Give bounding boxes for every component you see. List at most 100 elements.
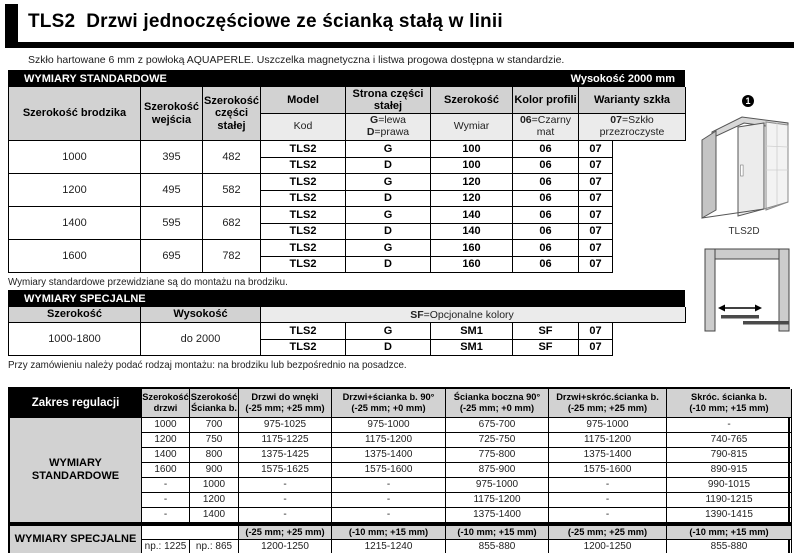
width-cell: 120 [431,190,513,207]
profile-color-cell: 06 [513,157,579,174]
header-fixed-part-width: Szerokość części stałej [203,87,261,141]
width-cell: SM1 [431,323,513,340]
range-cell: 1375-1400 [549,448,667,463]
range-cell: 1175-1200 [332,433,446,448]
range-cell: 900 [190,463,239,478]
range-cell: 740-765 [667,433,792,448]
plan-view-diagram [704,248,790,332]
model-code-cell: TLS2 [261,323,346,340]
range-cell: 1575-1600 [332,463,446,478]
range-cell: - [239,493,332,508]
blank-cell [142,526,239,540]
special-table-body: 1000-1800 do 2000 TLS2 G SM1 SF 07 TLS2 … [8,323,613,356]
range-cell: 1215-1240 [332,540,446,553]
range-cell: 775-800 [446,448,549,463]
entry-width-cell: 395 [141,141,203,174]
profile-color-cell: 06 [513,141,579,158]
special-table-header: Szerokość Wysokość SF=Opcjonalne kolory [8,307,686,323]
width-cell: 160 [431,240,513,257]
model-variant-label: TLS2D [728,226,760,237]
model-code-cell: TLS2 [261,240,346,257]
range-cell: 725-750 [446,433,549,448]
glass-variant-cell: 07 [579,141,613,158]
header-tray-width: Szerokość brodzika [9,87,141,141]
side-cell: G [346,174,431,191]
special-note: Przy zamówieniu należy podać rodzaj mont… [8,360,407,371]
range-cell: - [667,418,792,433]
side-cell: D [346,190,431,207]
special-width-cell: 1000-1800 [9,323,141,356]
range-cell: - [549,508,667,523]
standard-section-title: WYMIARY STANDARDOWE [24,72,167,85]
profile-color-cell: 06 [513,223,579,240]
item-number-badge: 1 [742,95,754,107]
profile-color-cell: 06 [513,190,579,207]
width-cell: 140 [431,207,513,224]
range-cell: 1200-1250 [549,540,667,553]
header-door-width: Szerokość drzwi [142,389,190,418]
side-cell: D [346,339,431,356]
range-cell: 1000 [190,478,239,493]
standard-section-bar: WYMIARY STANDARDOWE Wysokość 2000 mm [8,70,685,87]
header-entry-width: Szerokość wejścia [141,87,203,141]
width-cell: 120 [431,174,513,191]
title-accent-vbar [5,4,18,48]
thick-separator [10,523,792,526]
side-cell: G [346,141,431,158]
fixed-part-width-cell: 582 [203,174,261,207]
range-cell: 1200 [142,433,190,448]
page-subtitle: Szkło hartowane 6 mm z powłoką AQUAPERLE… [28,54,565,66]
special-section-title: WYMIARY SPECJALNE [24,292,146,305]
range-cell: - [142,493,190,508]
glass-variant-cell: 07 [579,223,613,240]
range-cell: 1375-1425 [239,448,332,463]
range-cell: 675-700 [446,418,549,433]
side-cell: D [346,223,431,240]
side-cell: G [346,323,431,340]
range-cell: 975-1000 [332,418,446,433]
model-code-cell: TLS2 [261,223,346,240]
model-code-cell: TLS2 [261,256,346,273]
header-width: Szerokość [431,87,513,114]
width-cell: 100 [431,141,513,158]
header-door-short-sidewall: Drzwi+skróc.ścianka b. (-25 mm; +25 mm) [549,389,667,418]
range-cell: 700 [190,418,239,433]
header-glass-variant: Warianty szkła [579,87,686,114]
range-cell: - [142,508,190,523]
side-cell: D [346,256,431,273]
special-section-bar: WYMIARY SPECJALNE [8,290,685,307]
page-title: TLS2 Drzwi jednoczęściowe ze ścianką sta… [28,11,503,32]
tray-width-cell: 1000 [9,141,141,174]
subheader-dimension: Wymiar [431,114,513,141]
range-cell: 1175-1200 [549,433,667,448]
range-cell: 975-1000 [446,478,549,493]
standard-table-header: Szerokość brodzika Szerokość wejścia Sze… [8,87,686,141]
model-code-cell: TLS2 [261,174,346,191]
range-cell: - [332,493,446,508]
range-cell: - [142,478,190,493]
range-cell: 990-1015 [667,478,792,493]
side-cell: G [346,207,431,224]
glass-variant-cell: 07 [579,157,613,174]
range-cell: 1000 [142,418,190,433]
model-code-cell: TLS2 [261,157,346,174]
range-cell: - [332,478,446,493]
special-height-cell: do 2000 [141,323,261,356]
title-rule [5,42,794,48]
model-code-cell: TLS2 [261,190,346,207]
side-cell: G [346,240,431,257]
width-cell: SM1 [431,339,513,356]
range-cell: 855-880 [667,540,792,553]
range-cell: 1175-1200 [446,493,549,508]
side-cell: D [346,157,431,174]
width-cell: 100 [431,157,513,174]
header-special-height: Wysokość [141,307,261,323]
range-cell: 975-1025 [239,418,332,433]
glass-variant-cell: 07 [579,256,613,273]
special-range-header: (-10 mm; +15 mm) [667,526,792,540]
special-range-header: (-25 mm; +25 mm) [239,526,332,540]
profile-color-cell: 06 [513,207,579,224]
width-cell: 140 [431,223,513,240]
range-cell: 855-880 [446,540,549,553]
